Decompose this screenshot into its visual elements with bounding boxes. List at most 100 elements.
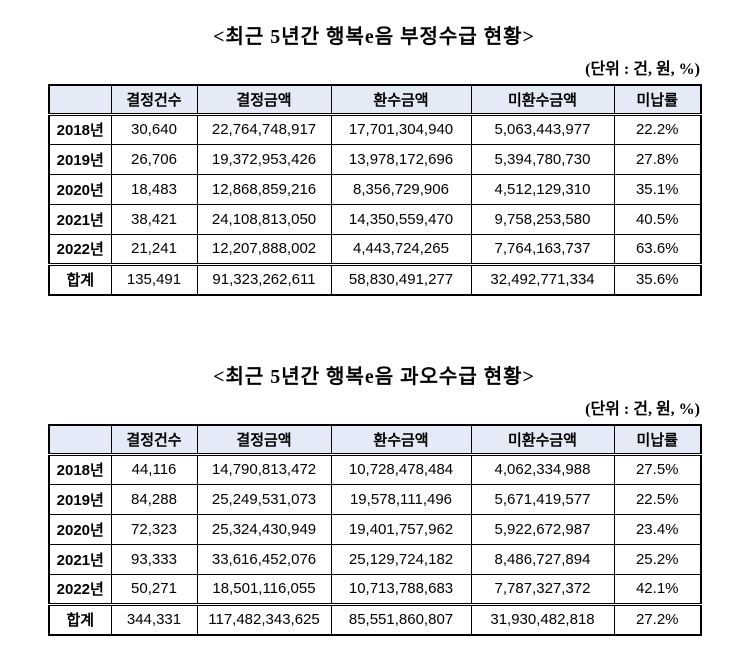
- data-cell: 32,492,771,334: [470, 262, 615, 296]
- data-cell: 72,323: [110, 513, 198, 545]
- data-cell: 344,331: [110, 602, 198, 636]
- corner-cell: [48, 424, 112, 456]
- section-fraudulent-receipts: <최근 5년간 행복e음 부정수급 현황> (단위 : 건, 원, %) 결정건…: [48, 20, 702, 296]
- data-cell: 93,333: [110, 543, 198, 575]
- row-header: 2022년: [48, 573, 112, 605]
- column-header: 결정금액: [196, 424, 332, 456]
- row-header: 2021년: [48, 203, 112, 235]
- data-cell: 26,706: [110, 143, 198, 175]
- header-row: 결정건수 결정금액 환수금액 미환수금액 미납률: [48, 424, 702, 456]
- row-header: 2022년: [48, 233, 112, 265]
- table-row: 2020년 72,323 25,324,430,949 19,401,757,962 5…: [48, 513, 702, 545]
- data-cell: 117,482,343,625: [196, 602, 332, 636]
- data-cell: 38,421: [110, 203, 198, 235]
- data-cell: 13,978,172,696: [330, 143, 472, 175]
- column-header: 미환수금액: [470, 424, 615, 456]
- data-cell: 35.1%: [613, 173, 702, 205]
- data-cell: 19,372,953,426: [196, 143, 332, 175]
- column-header: 환수금액: [330, 424, 472, 456]
- section-title: <최근 5년간 행복e음 부정수급 현황>: [213, 26, 535, 48]
- row-header: 2021년: [48, 543, 112, 575]
- data-cell: 18,501,116,055: [196, 573, 332, 605]
- table-header: 결정건수 결정금액 환수금액 미환수금액 미납률: [48, 424, 702, 456]
- data-cell: 23.4%: [613, 513, 702, 545]
- column-header: 미납률: [613, 424, 702, 456]
- table-header: 결정건수 결정금액 환수금액 미환수금액 미납률: [48, 84, 702, 116]
- row-header: 합계: [48, 262, 112, 296]
- unit-label: (단위 : 건, 원, %): [585, 401, 700, 418]
- column-header: 미환수금액: [470, 84, 615, 116]
- table-body: 2018년 44,116 14,790,813,472 10,728,478,484 4…: [48, 453, 702, 636]
- data-cell: 33,616,452,076: [196, 543, 332, 575]
- row-header: 2020년: [48, 513, 112, 545]
- data-cell: 22,764,748,917: [196, 113, 332, 145]
- data-cell: 25,324,430,949: [196, 513, 332, 545]
- table-row: 2018년 30,640 22,764,748,917 17,701,304,940 5…: [48, 113, 702, 145]
- column-header: 환수금액: [330, 84, 472, 116]
- data-cell: 5,394,780,730: [470, 143, 615, 175]
- data-cell: 24,108,813,050: [196, 203, 332, 235]
- data-cell: 40.5%: [613, 203, 702, 235]
- section-title: <최근 5년간 행복e음 과오수급 현황>: [213, 366, 535, 388]
- data-cell: 7,764,163,737: [470, 233, 615, 265]
- table-row: 2021년 93,333 33,616,452,076 25,129,724,182 8…: [48, 543, 702, 575]
- data-cell: 4,512,129,310: [470, 173, 615, 205]
- data-cell: 10,713,788,683: [330, 573, 472, 605]
- data-cell: 9,758,253,580: [470, 203, 615, 235]
- column-header: 결정건수: [110, 424, 198, 456]
- data-cell: 85,551,860,807: [330, 602, 472, 636]
- total-row: 합계 344,331 117,482,343,625 85,551,860,807 31…: [48, 602, 702, 636]
- data-cell: 44,116: [110, 453, 198, 485]
- table-row: 2018년 44,116 14,790,813,472 10,728,478,484 4…: [48, 453, 702, 485]
- data-cell: 19,401,757,962: [330, 513, 472, 545]
- section-divider-space: [48, 296, 700, 356]
- data-cell: 14,350,559,470: [330, 203, 472, 235]
- column-header: 결정건수: [110, 84, 198, 116]
- column-header: 미납률: [613, 84, 702, 116]
- table-row: 2019년 26,706 19,372,953,426 13,978,172,696 5…: [48, 143, 702, 175]
- data-cell: 14,790,813,472: [196, 453, 332, 485]
- data-cell: 5,063,443,977: [470, 113, 615, 145]
- data-cell: 19,578,111,496: [330, 483, 472, 515]
- row-header: 2019년: [48, 483, 112, 515]
- data-cell: 12,207,888,002: [196, 233, 332, 265]
- table-row: 2022년 50,271 18,501,116,055 10,713,788,683 7…: [48, 573, 702, 605]
- data-cell: 35.6%: [613, 262, 702, 296]
- data-cell: 12,868,859,216: [196, 173, 332, 205]
- fraudulent-receipts-table: 결정건수 결정금액 환수금액 미환수금액 미납률 2018년 30,640 22,764,7…: [48, 84, 702, 296]
- row-header: 2018년: [48, 113, 112, 145]
- data-cell: 25.2%: [613, 543, 702, 575]
- data-cell: 22.2%: [613, 113, 702, 145]
- data-cell: 5,922,672,987: [470, 513, 615, 545]
- data-cell: 4,062,334,988: [470, 453, 615, 485]
- data-cell: 58,830,491,277: [330, 262, 472, 296]
- data-cell: 7,787,327,372: [470, 573, 615, 605]
- data-cell: 42.1%: [613, 573, 702, 605]
- data-cell: 30,640: [110, 113, 198, 145]
- unit-label: (단위 : 건, 원, %): [585, 61, 700, 78]
- table-row: 2021년 38,421 24,108,813,050 14,350,559,470 9…: [48, 203, 702, 235]
- row-header: 합계: [48, 602, 112, 636]
- column-header: 결정금액: [196, 84, 332, 116]
- data-cell: 91,323,262,611: [196, 262, 332, 296]
- table-row: 2022년 21,241 12,207,888,002 4,443,724,265 7,…: [48, 233, 702, 265]
- data-cell: 17,701,304,940: [330, 113, 472, 145]
- table-row: 2019년 84,288 25,249,531,073 19,578,111,496 5…: [48, 483, 702, 515]
- data-cell: 22.5%: [613, 483, 702, 515]
- corner-cell: [48, 84, 112, 116]
- data-cell: 135,491: [110, 262, 198, 296]
- data-cell: 27.2%: [613, 602, 702, 636]
- data-cell: 25,129,724,182: [330, 543, 472, 575]
- header-row: 결정건수 결정금액 환수금액 미환수금액 미납률: [48, 84, 702, 116]
- erroneous-receipts-table: 결정건수 결정금액 환수금액 미환수금액 미납률 2018년 44,116 14,790,8…: [48, 424, 702, 636]
- data-cell: 84,288: [110, 483, 198, 515]
- data-cell: 21,241: [110, 233, 198, 265]
- table-body: 2018년 30,640 22,764,748,917 17,701,304,940 5…: [48, 113, 702, 296]
- table-row: 2020년 18,483 12,868,859,216 8,356,729,906 4,…: [48, 173, 702, 205]
- data-cell: 31,930,482,818: [470, 602, 615, 636]
- section-erroneous-receipts: <최근 5년간 행복e음 과오수급 현황> (단위 : 건, 원, %) 결정건…: [48, 360, 702, 636]
- data-cell: 50,271: [110, 573, 198, 605]
- data-cell: 5,671,419,577: [470, 483, 615, 515]
- data-cell: 25,249,531,073: [196, 483, 332, 515]
